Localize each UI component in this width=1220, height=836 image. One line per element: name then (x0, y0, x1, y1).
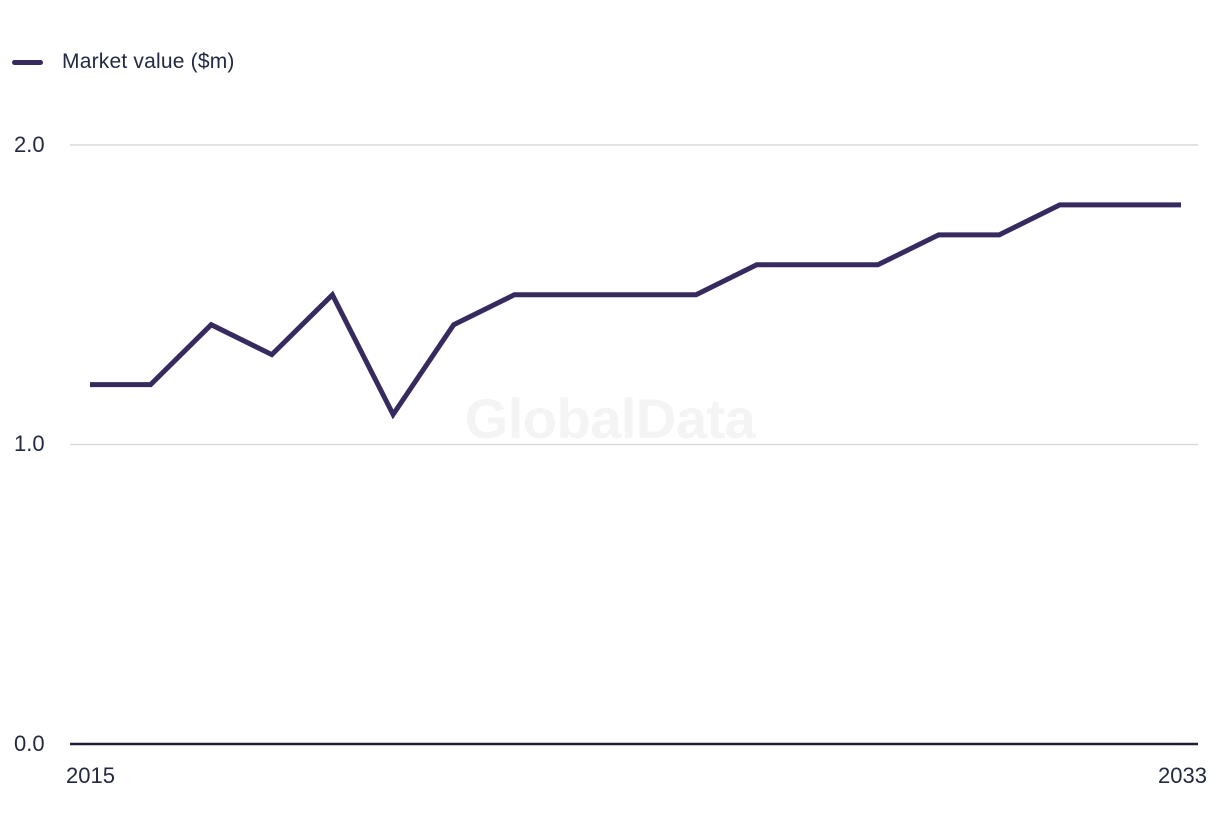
y-tick-1.0: 1.0 (14, 431, 45, 456)
legend-line-swatch (12, 59, 43, 65)
x-tick-2015: 2015 (66, 763, 115, 788)
legend[interactable]: Market value ($m) (12, 48, 235, 76)
x-tick-2033: 2033 (1158, 763, 1207, 788)
y-tick-0.0: 0.0 (14, 731, 45, 756)
watermark: GlobalData (464, 387, 756, 450)
legend-label: Market value ($m) (62, 50, 235, 73)
series-line[interactable] (90, 202, 1181, 420)
y-tick-2.0: 2.0 (14, 132, 45, 157)
